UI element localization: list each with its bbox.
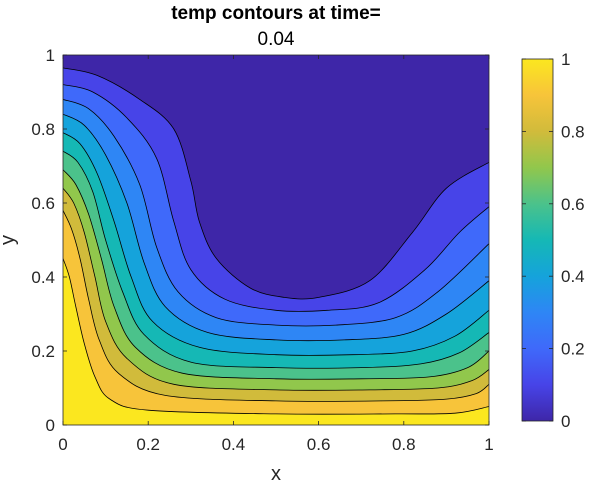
- contour-line: [63, 132, 489, 356]
- contour-line: [63, 187, 489, 391]
- x-tick-label: 0.6: [307, 435, 331, 454]
- x-tick-label: 1: [484, 435, 493, 454]
- colorbar-tick-label: 0.8: [561, 122, 585, 141]
- contour-line: [63, 113, 489, 342]
- contour-line: [63, 258, 489, 415]
- contour-band: [63, 132, 489, 425]
- chart-subtitle: 0.04: [258, 29, 295, 50]
- plot-frame: [62, 54, 490, 426]
- contour-band: [63, 151, 489, 425]
- contour-line: [63, 169, 489, 380]
- colorbar-tick-label: 0.6: [561, 195, 585, 214]
- colorbar-tick-label: 1: [561, 50, 570, 69]
- plot-area: [62, 54, 490, 426]
- x-tick-label: 0.4: [222, 435, 246, 454]
- colorbar-tick-label: 0.4: [561, 267, 585, 286]
- y-tick-label: 0: [46, 416, 55, 435]
- contour-line: [63, 84, 489, 312]
- colorbar-frame: [521, 58, 554, 422]
- contour-band: [63, 258, 489, 425]
- colorbar-tick-label: 0.2: [561, 340, 585, 359]
- y-tick-label: 0.8: [31, 120, 55, 139]
- colorbar: 0 0.2 0.4 0.6 0.8 1: [521, 50, 585, 431]
- y-axis: 0 0.2 0.4 0.6 0.8 1: [31, 46, 489, 435]
- contour-line: [63, 210, 489, 402]
- contour-line: [63, 99, 489, 327]
- contour-line: [63, 67, 489, 300]
- chart-title: temp contours at time=: [171, 3, 381, 24]
- x-tick-label: 0.2: [136, 435, 160, 454]
- y-tick-label: 1: [46, 46, 55, 65]
- y-axis-label: y: [0, 235, 19, 245]
- y-tick-label: 0.6: [31, 194, 55, 213]
- x-tick-label: 0: [58, 435, 67, 454]
- y-tick-label: 0.4: [31, 268, 55, 287]
- colorbar-gradient: [522, 59, 553, 421]
- x-tick-label: 0.8: [392, 435, 416, 454]
- x-axis: 0 0.2 0.4 0.6 0.8 1: [58, 55, 494, 454]
- x-axis-label: x: [271, 463, 281, 484]
- contour-line: [63, 150, 489, 369]
- y-tick-label: 0.2: [31, 342, 55, 361]
- colorbar-tick-label: 0: [561, 412, 570, 431]
